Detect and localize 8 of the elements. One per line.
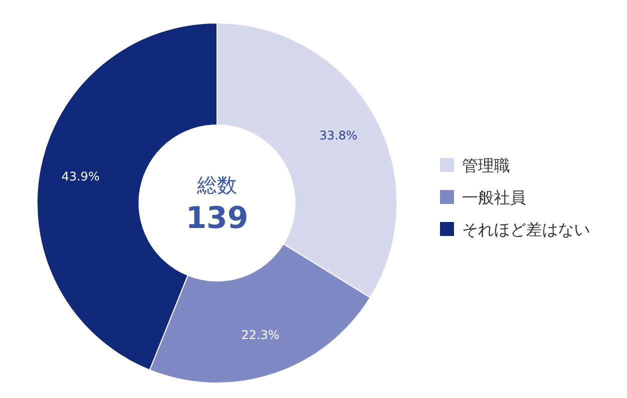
legend-label: それほど差はない [462, 220, 590, 239]
text: 総数 [196, 173, 237, 197]
legend-label: 管理職 [462, 156, 510, 175]
data-label: 43.9% [61, 170, 100, 184]
legend-label: 一般社員 [462, 188, 526, 207]
data-label: 33.8% [319, 128, 358, 142]
data-label: 22.3% [241, 328, 280, 342]
text: 139 [186, 201, 248, 236]
